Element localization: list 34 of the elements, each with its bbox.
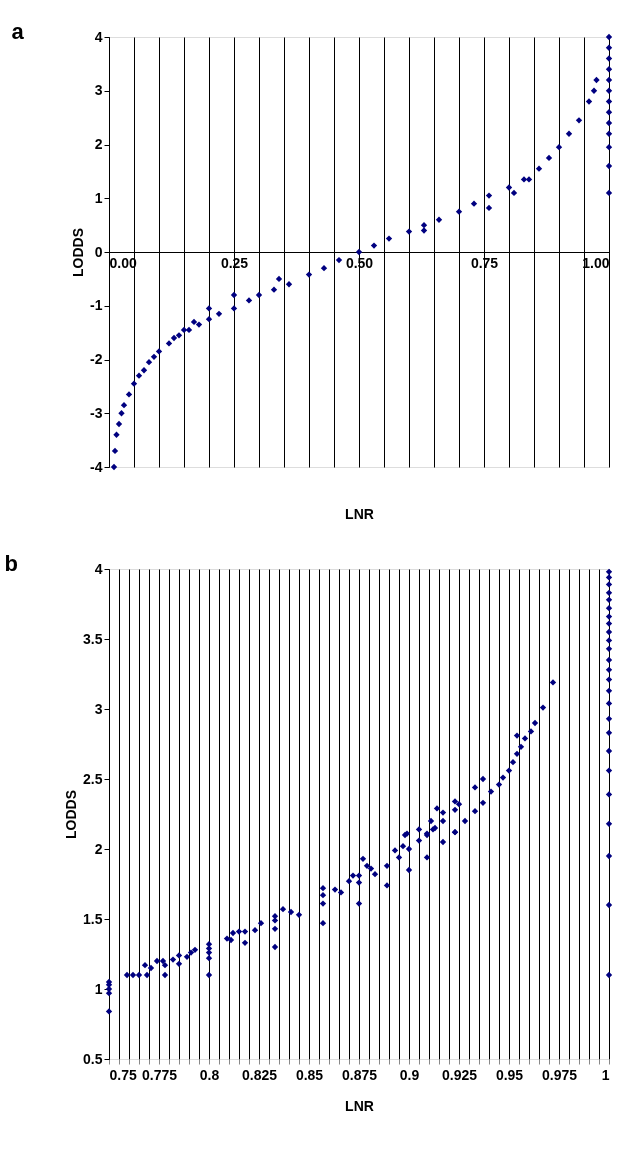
x-axis-title: LNR bbox=[345, 1097, 374, 1114]
y-tick-label: 4 bbox=[94, 28, 103, 45]
x-tick-label: 0.925 bbox=[441, 1066, 478, 1083]
y-tick-label: -4 bbox=[90, 458, 103, 475]
y-axis-title: LODDS bbox=[70, 228, 87, 277]
x-tick-label: 0.875 bbox=[341, 1066, 378, 1083]
x-tick-label: 0.975 bbox=[541, 1066, 578, 1083]
y-tick-label: 3 bbox=[94, 82, 103, 99]
y-tick-label: 1 bbox=[94, 189, 103, 206]
y-tick-label: 3.5 bbox=[83, 630, 103, 647]
y-tick-label: 4 bbox=[94, 560, 103, 577]
chart-title: b bbox=[4, 551, 18, 576]
y-tick-label: 2.5 bbox=[83, 770, 103, 787]
y-tick-label: 0 bbox=[94, 243, 103, 260]
x-tick-label: 0.8 bbox=[199, 1066, 220, 1083]
y-tick-label: 2 bbox=[94, 840, 103, 857]
y-tick-label: 1 bbox=[94, 980, 103, 997]
y-tick-label: -1 bbox=[90, 297, 103, 314]
x-tick-label: 0.95 bbox=[495, 1066, 524, 1083]
y-tick-label: 1.5 bbox=[83, 910, 103, 927]
x-tick-label: 0.85 bbox=[295, 1066, 324, 1083]
y-axis-title: LODDS bbox=[63, 790, 80, 839]
x-axis-title: LNR bbox=[345, 505, 374, 522]
x-tick-label: 0.825 bbox=[241, 1066, 278, 1083]
y-tick-label: 2 bbox=[94, 136, 103, 152]
y-tick-label: 0.5 bbox=[83, 1050, 103, 1067]
x-tick-label: 0.9 bbox=[399, 1066, 420, 1083]
y-tick-label: 3 bbox=[94, 700, 103, 717]
x-tick-label: 1 bbox=[601, 1066, 610, 1083]
y-tick-label: -3 bbox=[90, 404, 103, 421]
y-tick-label: -2 bbox=[90, 351, 103, 367]
x-tick-label: 0.75 bbox=[109, 1066, 137, 1083]
x-tick-label: 0.775 bbox=[141, 1066, 178, 1083]
chart-title: a bbox=[11, 19, 25, 44]
